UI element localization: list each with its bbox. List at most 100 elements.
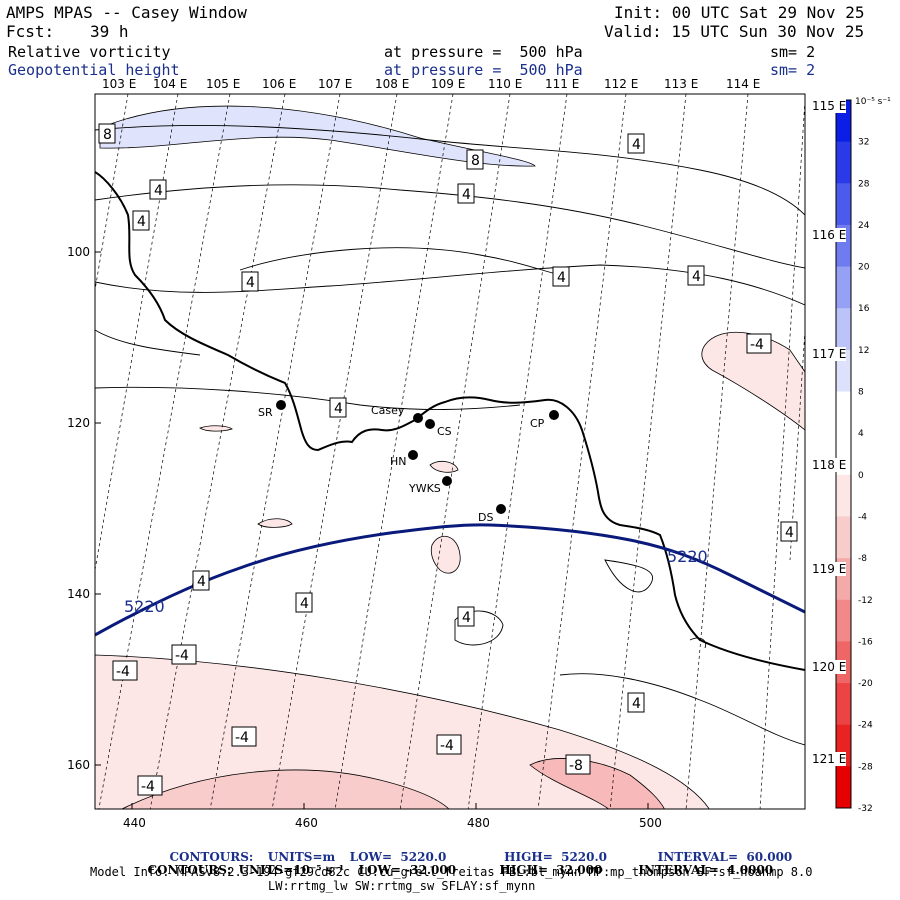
lon-label-top: 107 E: [318, 77, 353, 91]
vorticity-fill-negative: [199, 425, 233, 432]
vort-label-box: 4: [132, 210, 150, 231]
station-label: HN: [390, 455, 407, 468]
footer-contours-label: CONTOURS:: [147, 863, 232, 877]
colorbar-label: -24: [858, 721, 873, 731]
coastline: [95, 171, 805, 671]
footer-low: LOW= -32.000: [358, 863, 457, 877]
field1-name: Relative vorticity: [8, 43, 171, 61]
forecast-hour: 39 h: [90, 22, 129, 41]
svg-text:4: 4: [785, 525, 794, 541]
vort-label-box: 4: [149, 179, 167, 200]
colorbar-label: 12: [858, 346, 869, 356]
colorbar-label: 16: [858, 304, 870, 314]
field1-level: at pressure = 500 hPa: [384, 43, 583, 61]
colorbar-label: 32: [858, 138, 869, 148]
lon-label-top: 113 E: [664, 77, 699, 91]
svg-text:4: 4: [197, 574, 206, 590]
station-label: CS: [437, 425, 452, 438]
footer-interval: INTERVAL= 4.0000: [638, 863, 774, 877]
footer-low: LOW= 5220.0: [349, 850, 447, 864]
colorbar-label: -12: [858, 596, 873, 606]
map-title: AMPS MPAS -- Casey Window: [6, 3, 247, 22]
model-info: Model Info: MPASv8.2.3-194-gf29cd82c CU:…: [90, 865, 813, 879]
vorticity-fill-negative: [701, 331, 805, 431]
y-tick-label: 140: [67, 587, 90, 601]
station-marker: [413, 413, 423, 423]
lon-label-top: 105 E: [206, 77, 241, 91]
svg-text:4: 4: [462, 187, 471, 203]
vort-label-box: 4: [457, 606, 475, 627]
colorbar-label: 28: [858, 179, 870, 189]
vort-label-box: 4: [627, 692, 645, 713]
vorticity-fill-negative: [257, 518, 293, 528]
colorbar-label: 24: [858, 221, 870, 231]
vort-label-box: 4: [457, 183, 475, 204]
lon-label-top: 110 E: [488, 77, 523, 91]
station-marker: [496, 504, 506, 514]
field2-smoothing: sm= 2: [770, 61, 816, 79]
vort-label-box: 4: [241, 271, 259, 292]
x-tick-label: 460: [295, 816, 318, 830]
colorbar: 32 28 24 20 16 12 8 4 0 -4 -8 -12 -16 -20 -24 -28 -32: [835, 99, 873, 814]
colorbar-swatch: [836, 391, 851, 434]
colorbar-swatch: [836, 516, 851, 559]
vort-label-box: 4: [192, 570, 210, 591]
height-contour-label: 5220: [667, 547, 708, 566]
field2-level: at pressure = 500 hPa: [384, 61, 583, 79]
model-info-2: LW:rrtmg_lw SW:rrtmg_sw SFLAY:sf_mynn: [268, 879, 536, 893]
footer-units: UNITS=10⁻⁵ s⁻¹: [238, 863, 345, 877]
vort-label-box: 4: [627, 133, 645, 154]
vort-label-box: 8: [466, 149, 484, 170]
lon-label-right: 118 E: [812, 458, 847, 472]
station-marker: [549, 410, 559, 420]
colorbar-swatch: [836, 683, 851, 726]
colorbar-label: -28: [858, 762, 873, 772]
vort-label-box: 4: [780, 521, 798, 542]
svg-text:4: 4: [632, 696, 641, 712]
vort-label-box: 4: [329, 397, 347, 418]
svg-text:4: 4: [557, 270, 566, 286]
footer-high: HIGH= 5220.0: [504, 850, 608, 864]
station-label: SR: [258, 406, 273, 419]
colorbar-swatch: [836, 266, 851, 309]
vorticity-fill-positive: [99, 105, 536, 167]
lon-label-top: 103 E: [102, 77, 137, 91]
colorbar-label: -16: [858, 637, 873, 647]
svg-text:4: 4: [154, 183, 163, 199]
station-marker: [408, 450, 418, 460]
colorbar-swatch: [836, 308, 851, 351]
svg-text:4: 4: [692, 269, 701, 285]
svg-text:4: 4: [246, 275, 255, 291]
y-tick-label: 100: [67, 245, 90, 259]
lon-label-right: 120 E: [812, 660, 847, 674]
svg-text:4: 4: [334, 401, 343, 417]
svg-text:-4: -4: [440, 738, 454, 754]
height-contour-info: CONTOURS: UNITS=m LOW= 5220.0 HIGH= 5220…: [155, 838, 792, 864]
field2-name: Geopotential height: [8, 61, 180, 79]
svg-text:-4: -4: [116, 664, 130, 680]
vort-label-box: 4: [295, 592, 313, 613]
colorbar-label: -4: [858, 512, 867, 522]
vorticity-contour-info: CONTOURS: UNITS=10⁻⁵ s⁻¹ LOW= -32.000 HI…: [133, 851, 773, 877]
svg-text:4: 4: [300, 596, 309, 612]
x-tick-label: 480: [467, 816, 490, 830]
vort-label-box: -4: [231, 726, 257, 747]
valid-time: Valid: 15 UTC Sun 30 Nov 25: [604, 22, 865, 41]
station-label: YWKS: [408, 482, 441, 495]
footer-contours-label: CONTOURS:: [169, 850, 254, 864]
colorbar-label: 0: [858, 471, 864, 481]
vort-label-box: 4: [687, 265, 705, 286]
lon-label-top: 104 E: [153, 77, 188, 91]
colorbar-swatch: [836, 599, 851, 642]
vort-label-box: -4: [112, 660, 138, 681]
lon-label-top: 108 E: [375, 77, 410, 91]
vort-label-box: -4: [137, 775, 163, 796]
y-tick-label: 120: [67, 416, 90, 430]
colorbar-swatch: [836, 141, 851, 184]
colorbar-label: -32: [858, 804, 873, 814]
vort-label-box: 8: [98, 123, 116, 144]
lon-label-top: 114 E: [726, 77, 761, 91]
lon-label-top: 106 E: [262, 77, 297, 91]
x-tick-label: 500: [639, 816, 662, 830]
colorbar-swatch: [836, 474, 851, 517]
